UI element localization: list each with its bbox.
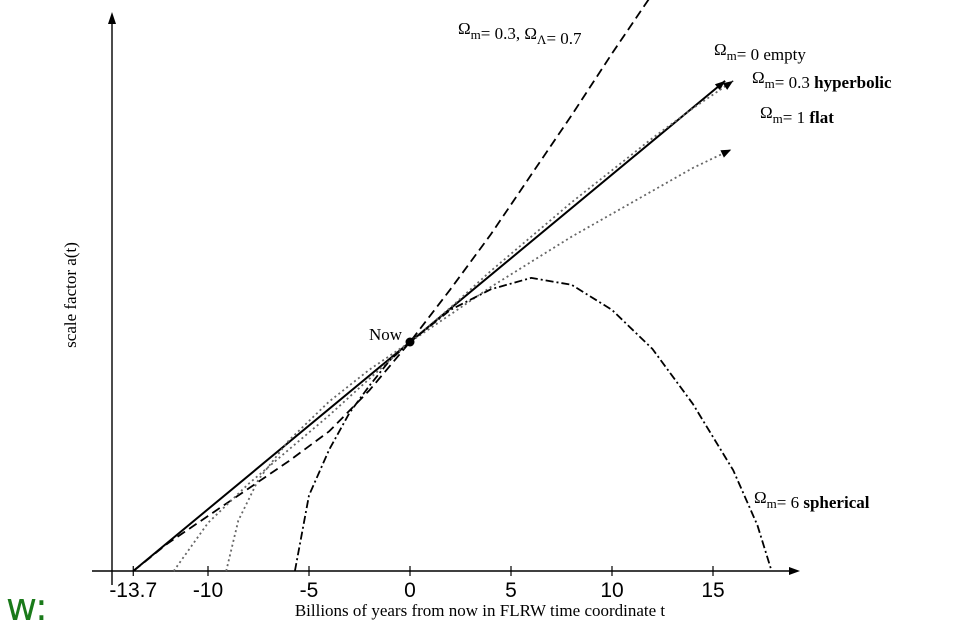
series-labels: Ωm= 0.3, ΩΛ= 0.7 Ωm= 0 empty Ωm= 0.3 hyper… xyxy=(458,19,892,512)
x-tick-label: 15 xyxy=(701,579,724,602)
series-label-0: Ωm= 0.3, ΩΛ= 0.7 xyxy=(458,19,582,48)
x-tick-label: 0 xyxy=(404,579,416,602)
series-arrow-2 xyxy=(722,80,734,90)
now-point xyxy=(405,337,415,347)
axes xyxy=(92,12,800,585)
x-ticks: -13.7 -10 -5 0 5 10 15 xyxy=(109,566,725,602)
series-layer xyxy=(132,0,773,572)
series-line-2 xyxy=(172,80,734,572)
x-tick-label: 5 xyxy=(505,579,517,602)
x-tick-label: -10 xyxy=(193,579,223,602)
x-axis-arrow xyxy=(789,567,800,575)
series-label-4: Ωm= 6 spherical xyxy=(754,488,870,512)
x-axis-label: Billions of years from now in FLRW time … xyxy=(295,601,666,620)
x-tick-label: -5 xyxy=(300,579,319,602)
series-line-3 xyxy=(225,148,732,572)
y-axis-arrow xyxy=(108,12,116,24)
x-tick-label: -13.7 xyxy=(109,579,157,602)
series-line-0 xyxy=(132,0,650,572)
corner-label: w: xyxy=(6,585,48,629)
series-label-3: Ωm= 1 flat xyxy=(760,103,834,127)
series-arrow-1 xyxy=(714,80,726,91)
now-label: Now xyxy=(369,325,403,344)
x-tick-label: 10 xyxy=(600,579,623,602)
series-label-2: Ωm= 0.3 hyperbolic xyxy=(752,68,892,92)
y-axis-label: scale factor a(t) xyxy=(61,242,80,348)
series-arrow-3 xyxy=(720,149,732,158)
series-line-4 xyxy=(294,277,773,572)
series-label-1: Ωm= 0 empty xyxy=(714,40,806,64)
